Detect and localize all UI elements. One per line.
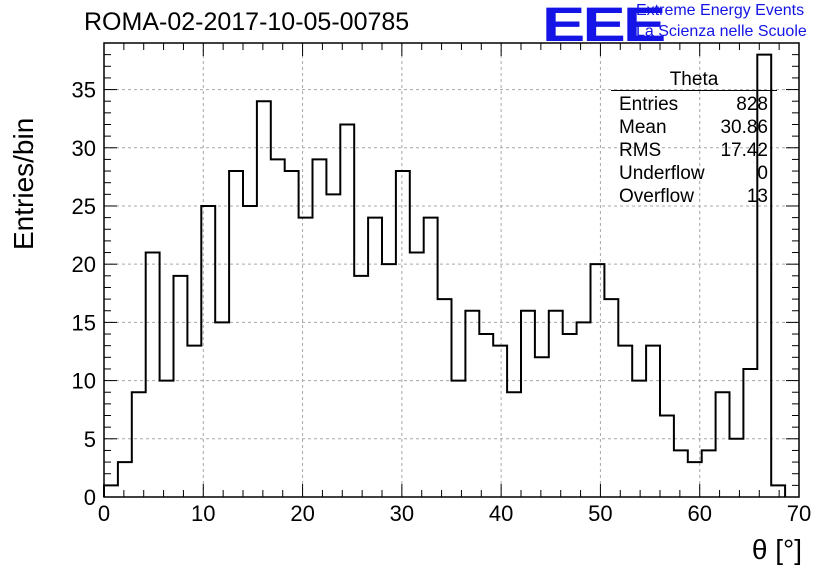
stats-row-mean: Mean 30.86: [611, 116, 777, 139]
stats-value: 0: [757, 163, 768, 184]
stats-label: Overflow: [619, 186, 694, 207]
histogram-outline: [103, 53, 787, 497]
stats-box: Theta Entries 828 Mean 30.86 RMS 17.42 U…: [611, 70, 777, 208]
stats-row-entries: Entries 828: [611, 93, 777, 116]
y-tick-label: 25: [72, 194, 96, 219]
axes-frame: [103, 42, 800, 498]
stats-row-rms: RMS 17.42: [611, 139, 777, 162]
stats-label: Mean: [619, 117, 667, 138]
x-tick-label: 70: [787, 501, 811, 526]
x-tick-label: 30: [390, 501, 414, 526]
y-tick-label: 5: [84, 427, 96, 452]
stats-value: 828: [736, 94, 768, 115]
y-tick-label: 0: [84, 485, 96, 510]
x-axis-label: θ [°]: [751, 534, 802, 565]
y-tick-label: 20: [72, 252, 96, 277]
stats-row-underflow: Underflow 0: [611, 162, 777, 185]
plot-area: [104, 43, 799, 497]
x-tick-label: 10: [191, 501, 215, 526]
y-tick-label: 35: [72, 78, 96, 103]
x-tick-label: 40: [489, 501, 513, 526]
y-tick-label: 10: [72, 369, 96, 394]
stats-value: 13: [746, 186, 768, 207]
y-tick-label: 30: [72, 136, 96, 161]
x-tick-label: 0: [98, 501, 110, 526]
stats-label: Underflow: [619, 163, 705, 184]
logo-line-1: Extreme Energy Events: [636, 2, 805, 19]
stats-value: 30.86: [720, 117, 768, 138]
run-title: ROMA-02-2017-10-05-00785: [84, 8, 410, 36]
eee-logo: EEE: [542, 0, 666, 52]
stats-title: Theta: [611, 70, 777, 91]
x-tick-label: 50: [588, 501, 612, 526]
x-tick-label: 20: [290, 501, 314, 526]
stats-row-overflow: Overflow 13: [611, 185, 777, 208]
stats-label: Entries: [619, 94, 679, 115]
y-tick-label: 15: [72, 310, 96, 335]
stats-value: 17.42: [720, 140, 768, 161]
y-axis-label: Entries/bin: [8, 117, 39, 250]
stats-label: RMS: [619, 140, 662, 161]
x-tick-label: 60: [687, 501, 711, 526]
logo-line-2: La Scienza nelle Scuole: [636, 23, 807, 40]
